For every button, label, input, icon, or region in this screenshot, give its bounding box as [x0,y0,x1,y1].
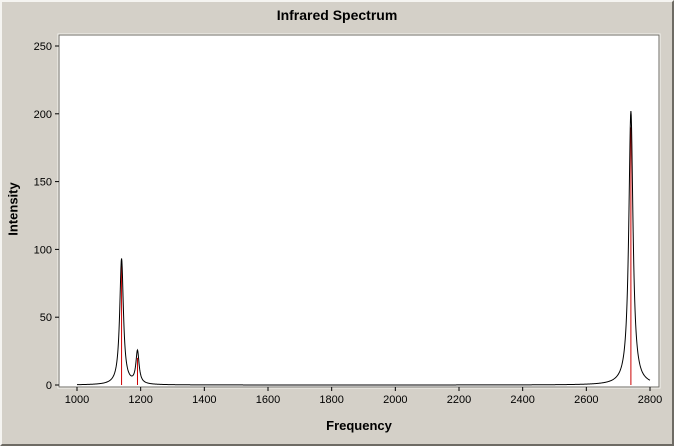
x-tick-label: 2200 [447,394,471,406]
y-tick-label: 150 [34,177,52,189]
plot-area [58,34,660,388]
x-tick-label: 2400 [510,394,534,406]
x-tick-label: 1400 [192,394,216,406]
x-tick-label: 2600 [574,394,598,406]
x-tick-label: 2000 [383,394,407,406]
y-tick-label: 100 [34,244,52,256]
y-tick-label: 50 [40,312,52,324]
y-tick-label: 200 [34,109,52,121]
y-tick-label: 0 [46,380,52,392]
x-tick-label: 1000 [65,394,89,406]
x-tick-label: 1200 [128,394,152,406]
x-tick-label: 1600 [256,394,280,406]
spectrum-curve [76,111,651,386]
y-axis-title: Intensity [5,182,21,236]
chart-title: Infrared Spectrum [276,7,398,23]
x-axis-title: Frequency [326,418,392,433]
x-tick-label: 1800 [319,394,343,406]
plot-bevel [57,33,661,389]
x-tick-label: 2800 [638,394,662,406]
y-tick-label: 250 [34,41,52,53]
